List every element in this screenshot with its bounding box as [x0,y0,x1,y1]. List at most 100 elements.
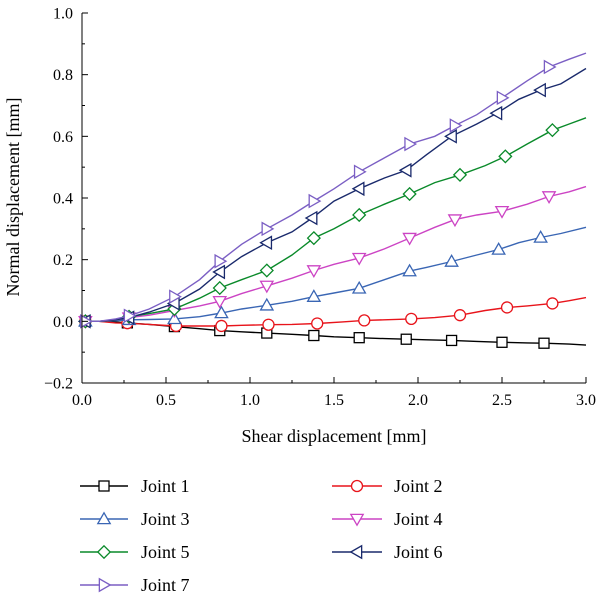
legend-marker [349,544,363,560]
data-point [453,309,467,322]
x-tick-label: 1.0 [240,392,260,409]
data-point [169,289,182,304]
x-tick-label: 2.0 [408,392,428,409]
legend: Joint 1 Joint 2 Joint 3 Joint 4 Joint 5 Joint… [80,476,443,595]
data-point [214,305,229,319]
data-point [402,263,417,277]
data-point [353,164,367,180]
legend-label: Joint 1 [141,476,190,496]
data-point [444,129,457,144]
axes: 0.0 0.5 1.0 1.5 2.0 2.5 3.0−0.20.00.20.40.60.8… [44,6,596,410]
data-point [123,308,137,324]
data-point [262,318,275,331]
legend-marker [98,480,110,492]
y-tick-label: 0.6 [53,129,73,146]
y-tick-label: 0.2 [53,252,73,269]
data-point [353,332,365,344]
data-point [259,280,275,294]
data-point [500,301,514,314]
data-point [496,90,510,106]
series-1 [79,315,587,349]
data-point [449,118,463,133]
legend-item: Joint 2 [332,476,443,496]
x-tick-label: 0.0 [72,392,92,409]
legend-label: Joint 7 [141,575,190,595]
data-point [404,136,418,152]
legend-label: Joint 6 [394,542,443,562]
data-point [496,336,508,348]
data-point [306,265,322,278]
series-line [82,67,587,322]
legend-label: Joint 4 [394,509,443,529]
plot-area [77,52,587,349]
legend-item: Joint 1 [80,476,190,496]
data-point [308,329,320,342]
data-point [533,82,546,98]
legend-marker [96,511,112,525]
legend-marker [96,544,112,560]
data-point [402,232,417,246]
data-point [400,333,412,345]
x-axis-title: Shear displacement [mm] [242,426,427,446]
series-7 [80,52,587,329]
y-tick-label: 0.0 [53,314,73,331]
series-line [82,117,587,322]
legend-marker [350,479,364,493]
data-point [489,105,503,121]
data-point [402,186,417,202]
data-point [452,167,468,182]
data-point [491,241,506,255]
y-tick-label: −0.2 [44,376,73,393]
data-point [214,253,228,269]
data-point [308,193,322,209]
x-tick-label: 0.5 [156,392,176,409]
legend-item: Joint 3 [80,509,190,529]
data-point [215,319,228,333]
legend-item: Joint 7 [80,575,190,595]
legend-item: Joint 5 [80,542,190,562]
data-point [351,181,365,197]
series-line [82,185,587,322]
data-point [259,263,274,278]
data-point [533,229,548,243]
data-point [259,297,275,311]
y-tick-label: 1.0 [53,6,73,23]
data-point [541,191,557,204]
data-point [212,280,227,296]
data-point [358,314,371,327]
series-5 [78,117,587,329]
legend-label: Joint 3 [141,509,190,529]
data-point [405,312,418,326]
y-axis-title: Normal displacement [mm] [3,98,23,297]
data-point [546,297,559,310]
data-point [538,337,550,349]
legend-item: Joint 4 [332,509,443,529]
data-point [306,289,322,302]
data-point [543,59,557,75]
data-point [445,334,458,347]
data-point [498,149,513,164]
data-point [444,254,459,267]
data-point [545,123,560,138]
data-point [398,162,412,178]
data-point [212,264,226,280]
legend-label: Joint 5 [141,542,190,562]
legend-item: Joint 6 [332,542,443,562]
data-point [351,280,367,294]
x-tick-label: 3.0 [576,392,596,409]
data-point [306,230,321,246]
data-point [212,295,228,309]
data-point [311,317,324,330]
data-point [259,235,273,251]
y-tick-label: 0.8 [53,67,73,84]
data-point [494,205,510,219]
data-point [261,221,275,237]
data-point [304,210,318,226]
y-tick-label: 0.4 [53,191,73,208]
data-point [447,214,463,228]
data-point [351,252,367,266]
series-line [82,52,587,322]
legend-marker [349,513,365,527]
data-point [167,311,182,325]
